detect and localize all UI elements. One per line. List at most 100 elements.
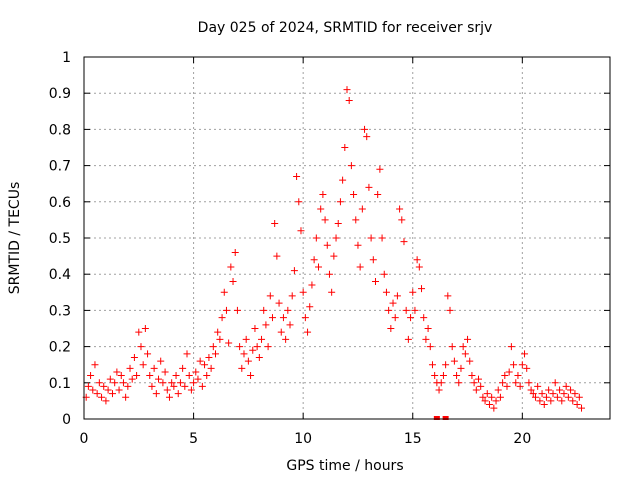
data-point — [374, 191, 382, 199]
data-point — [207, 364, 215, 372]
data-point — [404, 335, 412, 343]
data-point — [378, 234, 386, 242]
data-point — [542, 393, 550, 401]
data-point — [431, 372, 439, 380]
data-point — [468, 372, 476, 380]
data-point — [89, 386, 97, 394]
data-point — [113, 368, 121, 376]
data-point — [409, 288, 417, 296]
data-point — [170, 382, 178, 390]
data-point — [330, 252, 338, 260]
data-point — [354, 241, 362, 249]
data-point — [407, 314, 415, 322]
data-point — [477, 382, 485, 390]
data-point — [216, 335, 224, 343]
data-point — [350, 191, 358, 199]
data-point — [306, 303, 314, 311]
data-point — [135, 328, 143, 336]
data-point — [564, 393, 572, 401]
data-point — [540, 401, 548, 409]
data-point — [119, 379, 127, 387]
data-point — [315, 263, 323, 271]
data-point — [496, 393, 504, 401]
data-point — [209, 343, 217, 351]
data-point — [282, 335, 290, 343]
data-point — [288, 292, 296, 300]
data-point — [222, 306, 230, 314]
data-point — [238, 364, 246, 372]
data-point — [130, 353, 138, 361]
data-point — [198, 382, 206, 390]
data-point — [275, 299, 283, 307]
data-points — [82, 86, 586, 420]
y-tick-labels: 0 0.1 0.2 0.3 0.4 0.5 0.6 0.7 0.8 0.9 1 — [49, 50, 71, 428]
data-point — [111, 379, 119, 387]
data-point — [159, 379, 167, 387]
data-point — [176, 379, 184, 387]
data-point — [231, 248, 239, 256]
data-point — [345, 96, 353, 104]
data-point — [295, 198, 303, 206]
data-point — [205, 353, 213, 361]
y-tick-label: 0.1 — [49, 376, 71, 392]
data-point — [279, 314, 287, 322]
data-point — [547, 397, 555, 405]
chart-title: Day 025 of 2024, SRMTID for receiver srj… — [198, 20, 493, 36]
data-point — [240, 350, 248, 358]
x-axis-label: GPS time / hours — [286, 458, 403, 474]
data-point — [521, 350, 529, 358]
data-point — [273, 252, 281, 260]
data-point — [271, 220, 279, 228]
data-point — [201, 361, 209, 369]
data-point — [459, 343, 467, 351]
data-point — [227, 263, 235, 271]
data-point — [545, 386, 553, 394]
data-point — [100, 382, 108, 390]
zero-marker — [433, 416, 440, 420]
data-point — [457, 364, 465, 372]
data-point — [420, 314, 428, 322]
data-point — [325, 270, 333, 278]
data-point — [84, 382, 92, 390]
data-point — [385, 306, 393, 314]
data-point — [194, 375, 202, 383]
data-point — [124, 382, 132, 390]
data-point — [290, 267, 298, 275]
data-point — [328, 288, 336, 296]
data-point — [95, 379, 103, 387]
y-tick-label: 0.3 — [49, 303, 71, 319]
y-tick-label: 0.9 — [49, 86, 71, 102]
x-tick-label: 20 — [513, 431, 531, 447]
data-point — [426, 343, 434, 351]
data-point — [446, 306, 454, 314]
data-point — [575, 393, 583, 401]
data-point — [365, 183, 373, 191]
data-point — [233, 306, 241, 314]
data-point — [398, 216, 406, 224]
y-tick-label: 0.4 — [49, 267, 71, 283]
data-point — [165, 393, 173, 401]
data-point — [391, 314, 399, 322]
data-point — [411, 306, 419, 314]
data-point — [402, 306, 410, 314]
data-point — [212, 350, 219, 358]
data-point — [161, 368, 169, 376]
data-point — [339, 176, 347, 184]
data-point — [258, 335, 266, 343]
data-point — [122, 393, 130, 401]
data-point — [499, 379, 507, 387]
data-point — [503, 382, 511, 390]
data-point — [163, 386, 171, 394]
data-point — [525, 379, 533, 387]
y-tick-label: 0.6 — [49, 195, 71, 211]
x-tick-label: 0 — [80, 431, 89, 447]
data-point — [560, 390, 568, 398]
data-point — [334, 220, 342, 228]
data-point — [481, 397, 489, 405]
data-point — [141, 325, 149, 332]
data-point — [106, 375, 114, 383]
y-axis-label: SRMTID / TECUs — [7, 182, 23, 295]
y-tick-label: 0.5 — [49, 231, 71, 247]
data-point — [514, 372, 522, 380]
